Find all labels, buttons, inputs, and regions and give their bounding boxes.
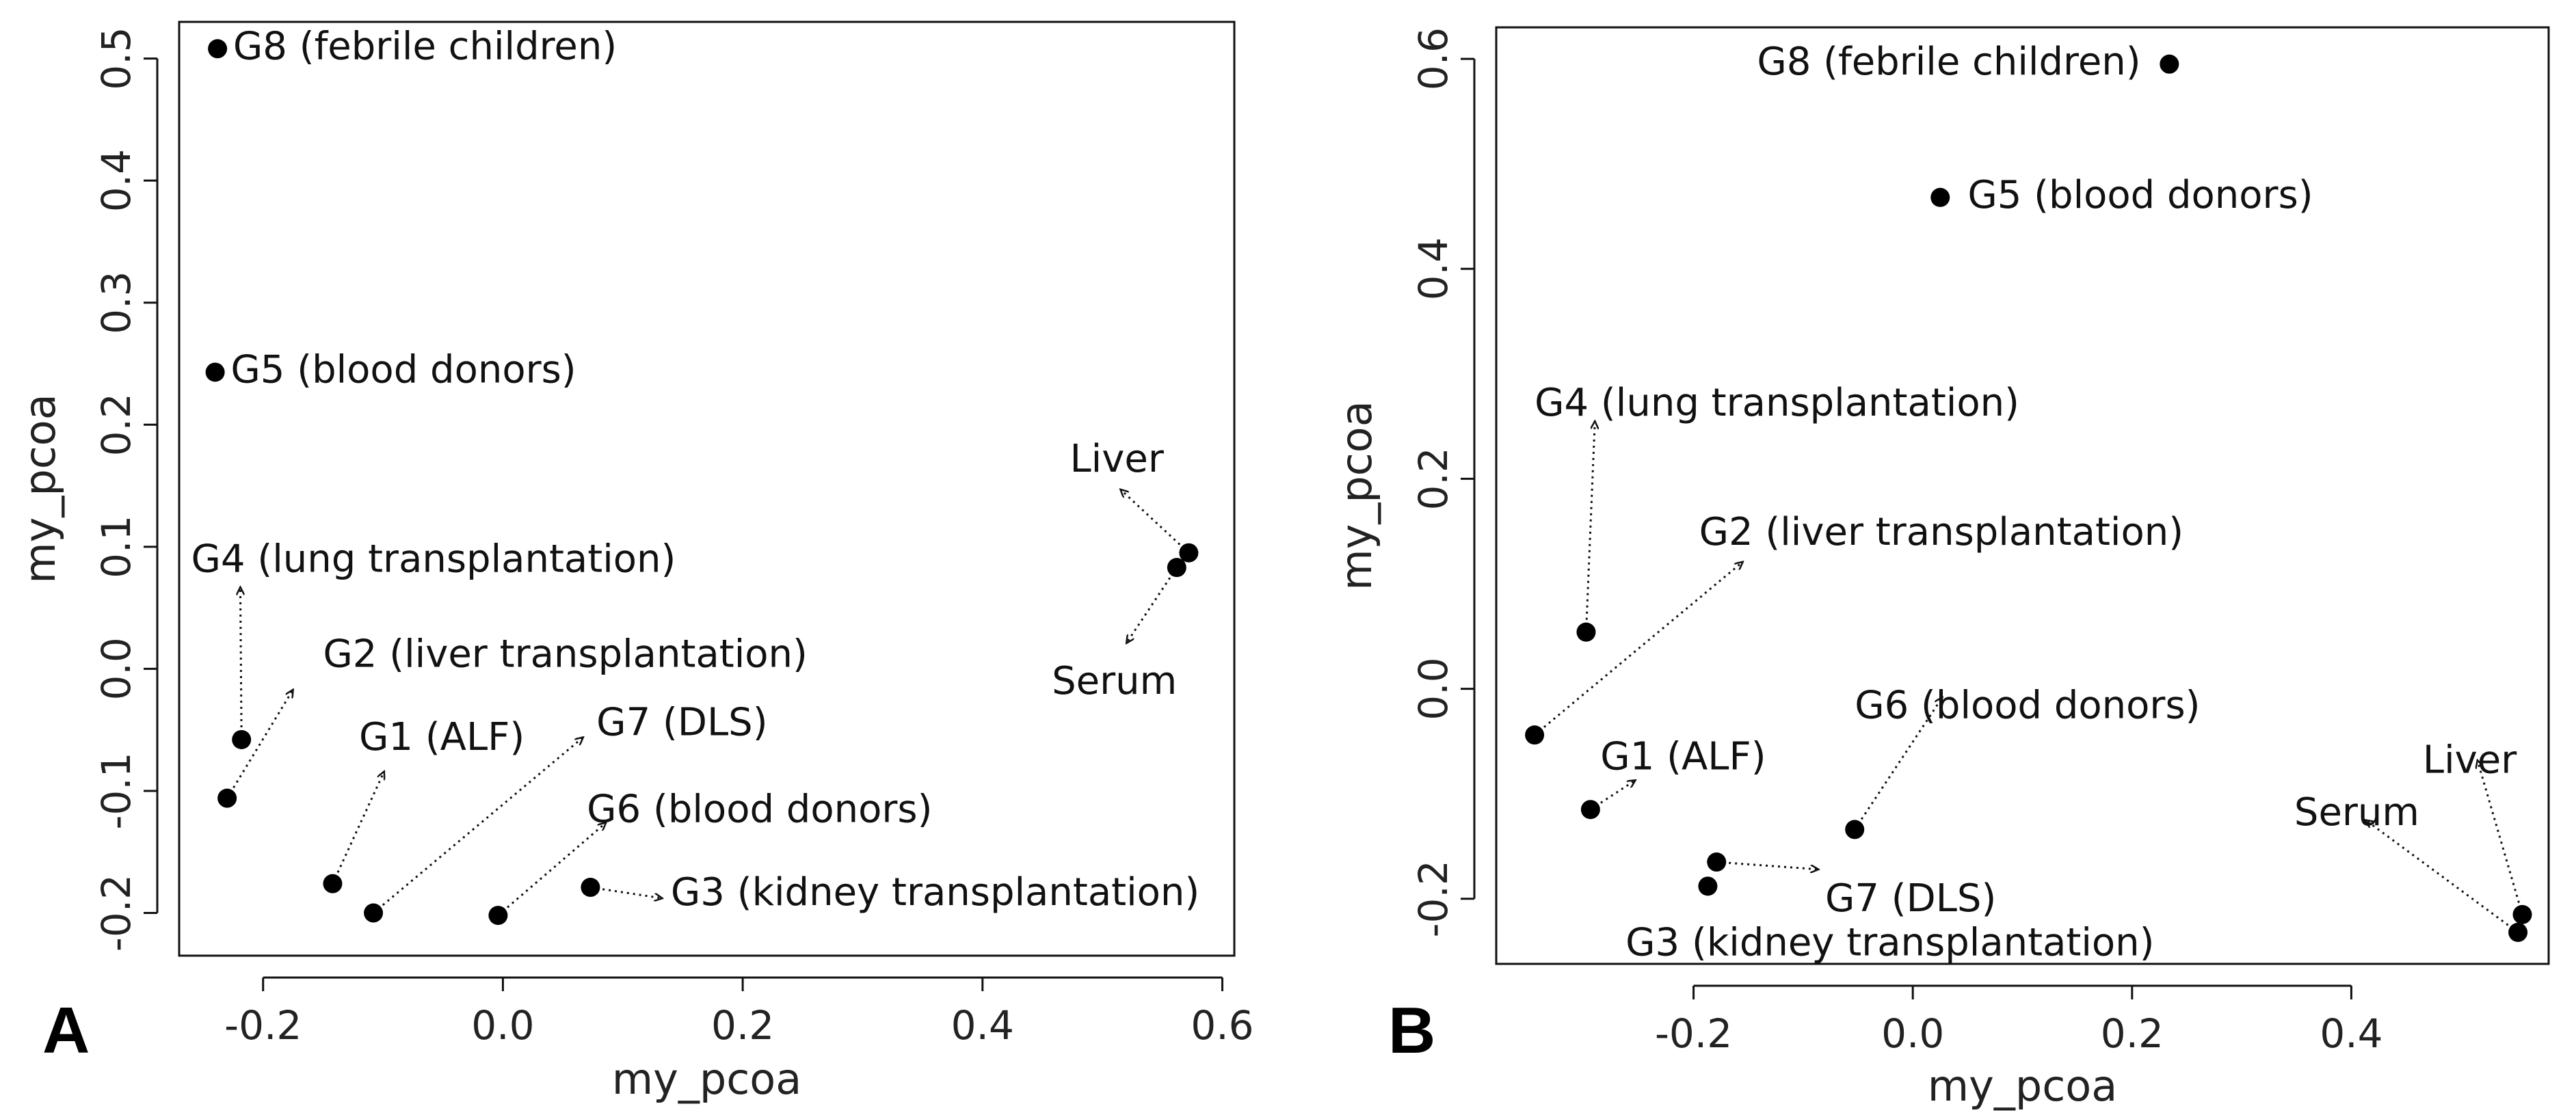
y-tick-label: 0.0 bbox=[1410, 657, 1457, 720]
point-label: G8 (febrile children) bbox=[233, 24, 617, 68]
x-axis-title: my_pcoa bbox=[1928, 1061, 2117, 1111]
point-label: G1 (ALF) bbox=[359, 715, 525, 759]
annotation-arrow bbox=[373, 737, 583, 914]
point-label: G4 (lung transplantation) bbox=[191, 537, 676, 581]
data-point bbox=[1525, 725, 1545, 745]
y-tick-label: -0.2 bbox=[1410, 860, 1457, 937]
point-label: G2 (liver transplantation) bbox=[323, 632, 807, 677]
y-tick-label: 0.5 bbox=[93, 27, 140, 90]
point-label: Serum bbox=[2294, 790, 2419, 835]
data-point bbox=[323, 874, 343, 893]
panel-label-b: B bbox=[1388, 994, 1435, 1067]
point-label: Liver bbox=[1070, 437, 1164, 481]
point-label: G3 (kidney transplantation) bbox=[1625, 920, 2154, 965]
plot-frame bbox=[178, 21, 1236, 957]
x-tick-label: 0.0 bbox=[1881, 1010, 1944, 1057]
panel-label-a: A bbox=[42, 994, 90, 1067]
y-tick-label: -0.2 bbox=[93, 874, 140, 952]
x-tick-label: 0.0 bbox=[471, 1002, 534, 1049]
y-tick-label: 0.4 bbox=[93, 149, 140, 212]
point-label: G7 (DLS) bbox=[596, 701, 767, 745]
point-label: G4 (lung transplantation) bbox=[1535, 381, 2019, 425]
x-tick-label: -0.2 bbox=[1655, 1010, 1732, 1057]
point-label: G6 (blood donors) bbox=[1855, 683, 2200, 727]
data-point bbox=[1707, 852, 1727, 872]
x-tick-label: 0.2 bbox=[2101, 1010, 2164, 1057]
data-point bbox=[581, 878, 600, 898]
point-label: Serum bbox=[1052, 659, 1177, 703]
y-tick-label: 0.1 bbox=[93, 515, 140, 578]
annotation-arrow bbox=[1716, 861, 1818, 870]
data-point bbox=[1580, 800, 1600, 820]
annotation-arrow bbox=[1126, 567, 1178, 643]
annotation-arrow bbox=[1853, 697, 1942, 831]
point-label: G6 (blood donors) bbox=[587, 787, 932, 831]
x-tick-label: 0.2 bbox=[711, 1002, 774, 1049]
x-tick-label: 0.4 bbox=[951, 1002, 1014, 1049]
annotation-arrow bbox=[1590, 780, 1636, 811]
plot-frame bbox=[1495, 26, 2550, 965]
data-point bbox=[2512, 904, 2532, 924]
y-tick-label: 0.6 bbox=[1410, 27, 1457, 90]
data-point bbox=[205, 362, 225, 382]
data-point bbox=[1698, 876, 1718, 896]
annotation-arrow bbox=[2478, 760, 2523, 915]
point-label: G5 (blood donors) bbox=[1967, 173, 2313, 217]
point-label: Liver bbox=[2423, 738, 2517, 782]
annotation-arrow bbox=[1534, 562, 1743, 736]
x-tick-label: 0.4 bbox=[2320, 1010, 2382, 1057]
data-point bbox=[2160, 54, 2179, 74]
data-point bbox=[2508, 922, 2528, 942]
point-label: G7 (DLS) bbox=[1825, 876, 1996, 921]
data-point bbox=[1179, 543, 1199, 563]
data-point bbox=[232, 729, 252, 749]
data-point bbox=[1845, 820, 1865, 839]
point-label: G5 (blood donors) bbox=[230, 348, 576, 392]
annotation-arrow bbox=[240, 587, 241, 740]
y-tick-label: 0.0 bbox=[93, 637, 140, 700]
y-tick-label: 0.2 bbox=[1410, 447, 1457, 510]
y-tick-label: -0.1 bbox=[93, 752, 140, 829]
annotation-arrow bbox=[226, 690, 293, 799]
x-tick-label: -0.2 bbox=[224, 1002, 302, 1049]
data-point bbox=[488, 906, 508, 926]
annotation-arrow bbox=[497, 822, 606, 917]
data-point bbox=[217, 788, 237, 808]
y-axis-title: my_pcoa bbox=[1331, 401, 1381, 590]
annotation-arrow bbox=[332, 771, 384, 885]
y-axis-title: my_pcoa bbox=[15, 394, 65, 583]
point-label: G1 (ALF) bbox=[1600, 735, 1766, 779]
data-point bbox=[1576, 622, 1596, 642]
annotation-arrow bbox=[1120, 489, 1190, 554]
data-point bbox=[364, 903, 384, 923]
x-axis-title: my_pcoa bbox=[612, 1054, 801, 1104]
y-tick-label: 0.4 bbox=[1410, 237, 1457, 300]
point-label: G8 (febrile children) bbox=[1757, 40, 2140, 84]
point-label: G3 (kidney transplantation) bbox=[671, 870, 1199, 915]
y-tick-label: 0.2 bbox=[93, 393, 140, 456]
panel-a-plot: -0.2 0.0 0.2 0.4 0.6 -0.2 -0.1 0.0 0.1 0.2 0.3 0.4 0… bbox=[15, 21, 1254, 1104]
annotation-arrow bbox=[1584, 421, 1595, 632]
annotation-arrow bbox=[590, 886, 662, 898]
panel-b-plot: -0.2 0.0 0.2 0.4 -0.2 0.0 0.2 0.4 0.6 my_pcoa my_p… bbox=[1331, 26, 2550, 1111]
x-tick-label: 0.6 bbox=[1191, 1002, 1253, 1049]
data-point bbox=[208, 39, 228, 59]
data-point bbox=[1167, 558, 1186, 578]
data-point bbox=[1930, 187, 1950, 207]
y-tick-label: 0.3 bbox=[93, 271, 140, 334]
point-label: G2 (liver transplantation) bbox=[1699, 510, 2183, 554]
annotation-arrow bbox=[2365, 820, 2519, 934]
